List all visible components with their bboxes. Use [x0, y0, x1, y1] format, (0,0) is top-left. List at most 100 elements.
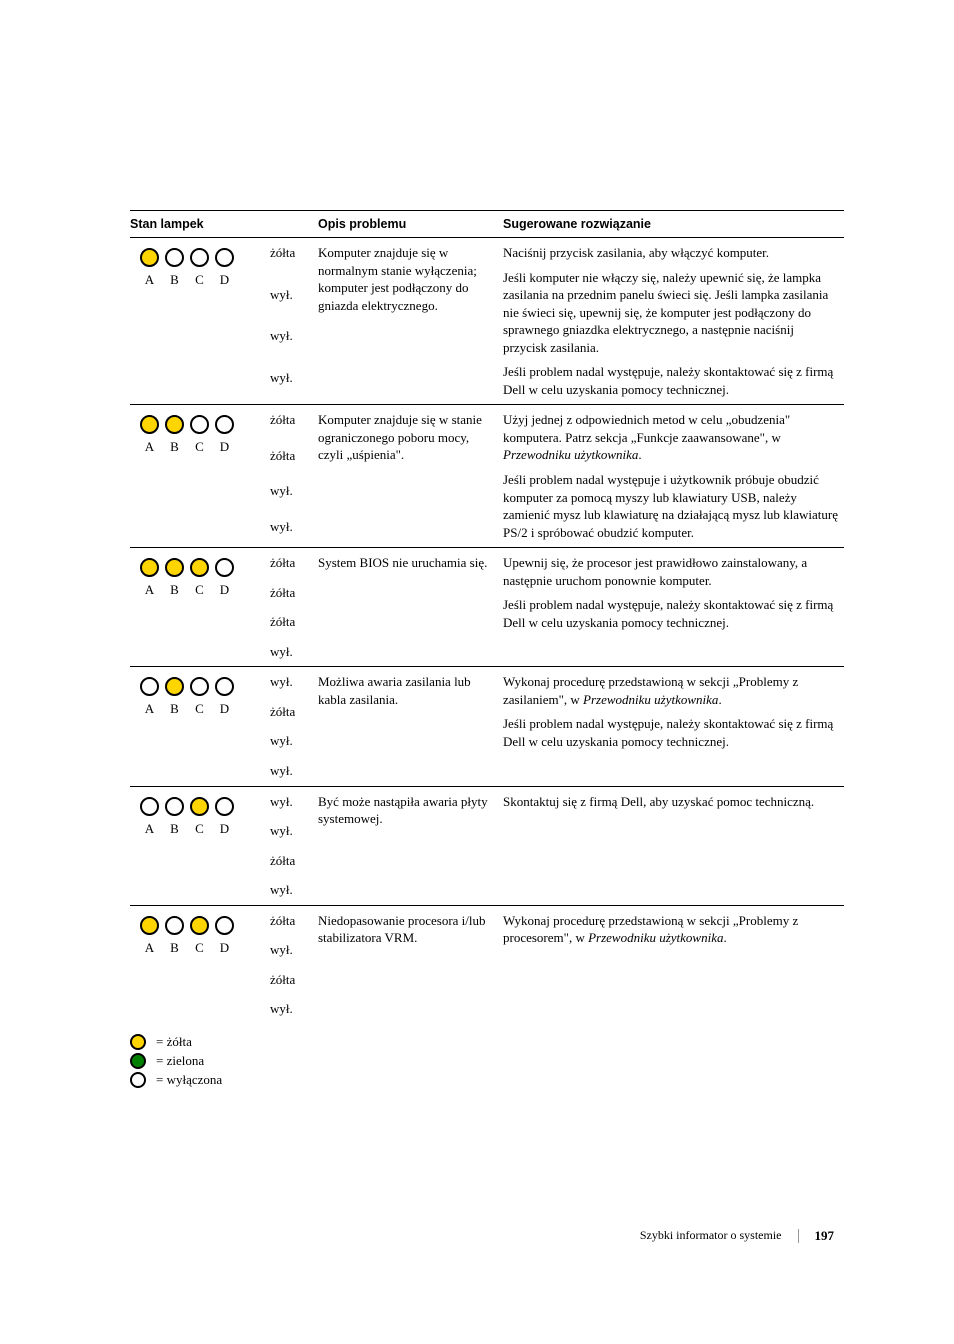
lamp-a-icon — [140, 558, 159, 577]
lamp-state-text: żółta — [270, 578, 318, 608]
legend-row-green: = zielona — [130, 1053, 844, 1069]
lamp-indicator-cell: ABCD — [130, 405, 270, 548]
legend-lamp-off — [130, 1072, 146, 1088]
solution-paragraph: Skontaktuj się z firmą Dell, aby uzyskać… — [503, 793, 838, 811]
table-row: ABCDżółtaKomputer znajduje się w normaln… — [130, 238, 844, 280]
lamp-d-icon — [215, 797, 234, 816]
lamp-label-b: B — [165, 271, 184, 289]
lamp-state-text: żółta — [270, 238, 318, 280]
lamp-b-icon — [165, 558, 184, 577]
suggested-solution: Skontaktuj się z firmą Dell, aby uzyskać… — [503, 786, 844, 905]
lamp-state-text: żółta — [270, 607, 318, 637]
lamp-state-text: wył. — [270, 637, 318, 667]
lamp-state-text: wył. — [270, 935, 318, 965]
legend-label-green: = zielona — [156, 1053, 204, 1069]
footer-divider — [798, 1229, 799, 1243]
lamp-label-a: A — [140, 700, 159, 718]
lamp-label-b: B — [165, 700, 184, 718]
lamp-a-icon — [140, 677, 159, 696]
document-page: Stan lampek Opis problemu Sugerowane roz… — [0, 0, 954, 1344]
problem-description: Niedopasowanie procesora i/lub stabiliza… — [318, 905, 503, 1024]
lamp-c-icon — [190, 415, 209, 434]
lamp-label-d: D — [215, 581, 234, 599]
lamp-b-icon — [165, 797, 184, 816]
lamp-label-a: A — [140, 271, 159, 289]
solution-paragraph: Jeśli problem nadal występuje, należy sk… — [503, 596, 838, 631]
table-row: ABCDwył.Być może nastąpiła awaria płyty … — [130, 786, 844, 816]
table-row: ABCDżółtaSystem BIOS nie uruchamia się.U… — [130, 548, 844, 578]
lamp-state-text: żółta — [270, 441, 318, 476]
legend-label-yellow: = żółta — [156, 1034, 192, 1050]
lamp-indicator-cell: ABCD — [130, 238, 270, 405]
table-row: ABCDwył.Możliwa awaria zasilania lub kab… — [130, 667, 844, 697]
lamp-d-icon — [215, 916, 234, 935]
lamp-label-a: A — [140, 939, 159, 957]
lamp-label-c: C — [190, 271, 209, 289]
lamp-label-c: C — [190, 820, 209, 838]
lamp-a-icon — [140, 248, 159, 267]
table-row: ABCDżółtaNiedopasowanie procesora i/lub … — [130, 905, 844, 935]
header-lamp-state: Stan lampek — [130, 211, 318, 238]
lamp-b-icon — [165, 677, 184, 696]
suggested-solution: Upewnij się, że procesor jest prawidłowo… — [503, 548, 844, 667]
lamp-label-c: C — [190, 700, 209, 718]
lamp-state-text: wył. — [270, 786, 318, 816]
problem-description: System BIOS nie uruchamia się. — [318, 548, 503, 667]
lamp-state-text: wył. — [270, 994, 318, 1024]
lamp-label-a: A — [140, 820, 159, 838]
lamp-c-icon — [190, 248, 209, 267]
lamp-label-b: B — [165, 438, 184, 456]
lamp-state-text: wył. — [270, 363, 318, 405]
lamp-state-text: wył. — [270, 667, 318, 697]
lamp-state-text: żółta — [270, 846, 318, 876]
lamp-c-icon — [190, 916, 209, 935]
lamp-label-a: A — [140, 581, 159, 599]
lamp-a-icon — [140, 797, 159, 816]
footer-page-number: 197 — [815, 1228, 835, 1244]
solution-paragraph: Jeśli problem nadal występuje i użytkown… — [503, 471, 838, 541]
solution-paragraph: Jeśli problem nadal występuje, należy sk… — [503, 363, 838, 398]
suggested-solution: Wykonaj procedurę przedstawioną w sekcji… — [503, 905, 844, 1024]
lamp-d-icon — [215, 677, 234, 696]
header-problem-desc: Opis problemu — [318, 211, 503, 238]
lamp-state-text: wył. — [270, 756, 318, 786]
suggested-solution: Naciśnij przycisk zasilania, aby włączyć… — [503, 238, 844, 405]
solution-paragraph: Użyj jednej z odpowiednich metod w celu … — [503, 411, 838, 464]
problem-description: Możliwa awaria zasilania lub kabla zasil… — [318, 667, 503, 786]
lamp-state-text: żółta — [270, 697, 318, 727]
lamp-a-icon — [140, 415, 159, 434]
lamp-state-text: wył. — [270, 816, 318, 846]
lamp-c-icon — [190, 558, 209, 577]
lamp-label-d: D — [215, 271, 234, 289]
lamp-label-c: C — [190, 438, 209, 456]
lamp-label-d: D — [215, 700, 234, 718]
footer-title: Szybki informator o systemie — [640, 1228, 782, 1243]
lamp-label-a: A — [140, 438, 159, 456]
header-suggested-solution: Sugerowane rozwiązanie — [503, 211, 844, 238]
lamp-state-text: żółta — [270, 965, 318, 995]
legend-label-off: = wyłączona — [156, 1072, 222, 1088]
solution-paragraph: Wykonaj procedurę przedstawioną w sekcji… — [503, 912, 838, 947]
lamp-state-text: wył. — [270, 321, 318, 362]
lamp-a-icon — [140, 916, 159, 935]
lamp-c-icon — [190, 677, 209, 696]
solution-paragraph: Jeśli komputer nie włączy się, należy up… — [503, 269, 838, 357]
legend-lamp-yellow — [130, 1034, 146, 1050]
lamp-indicator-cell: ABCD — [130, 786, 270, 905]
lamp-state-text: wył. — [270, 726, 318, 756]
lamp-indicator-cell: ABCD — [130, 548, 270, 667]
lamp-label-c: C — [190, 939, 209, 957]
lamp-state-text: wył. — [270, 280, 318, 321]
solution-paragraph: Upewnij się, że procesor jest prawidłowo… — [503, 554, 838, 589]
problem-description: Komputer znajduje się w stanie ograniczo… — [318, 405, 503, 548]
lamp-state-text: wył. — [270, 875, 318, 905]
lamp-b-icon — [165, 916, 184, 935]
lamp-label-b: B — [165, 820, 184, 838]
suggested-solution: Użyj jednej z odpowiednich metod w celu … — [503, 405, 844, 548]
lamp-label-d: D — [215, 820, 234, 838]
lamp-d-icon — [215, 248, 234, 267]
solution-paragraph: Wykonaj procedurę przedstawioną w sekcji… — [503, 673, 838, 708]
lamp-label-c: C — [190, 581, 209, 599]
lamp-label-d: D — [215, 939, 234, 957]
diagnostics-table: Stan lampek Opis problemu Sugerowane roz… — [130, 210, 844, 1024]
